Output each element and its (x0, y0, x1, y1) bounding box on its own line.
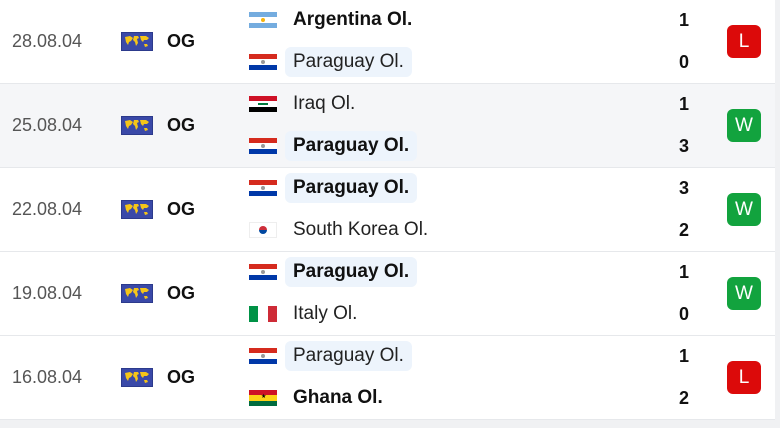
team-name: Paraguay Ol. (285, 341, 412, 371)
match-row[interactable]: 22.08.04 OG Paraguay Ol. South Korea Ol.… (0, 168, 775, 252)
paraguay-flag-icon (249, 264, 277, 280)
away-score: 2 (678, 388, 689, 408)
team-name: Argentina Ol. (293, 9, 413, 30)
away-score: 0 (678, 304, 689, 324)
match-date: 25.08.04 (12, 115, 83, 135)
team-name: Paraguay Ol. (285, 131, 418, 161)
competition-name: OG (167, 283, 196, 303)
team-home[interactable]: Argentina Ol. (249, 4, 420, 36)
team-away[interactable]: South Korea Ol. (249, 214, 436, 246)
italy-flag-icon (249, 306, 277, 322)
competition-name: OG (167, 199, 196, 219)
team-name: Italy Ol. (293, 303, 358, 324)
argentina-flag-icon (249, 12, 277, 28)
home-score: 1 (678, 262, 689, 282)
competition-name: OG (167, 31, 196, 51)
team-home[interactable]: Paraguay Ol. (249, 172, 418, 204)
world-map-icon (121, 200, 153, 219)
team-name: South Korea Ol. (293, 219, 429, 240)
match-row[interactable]: 25.08.04 OG Iraq Ol. Paraguay Ol. 1 3 W (0, 84, 775, 168)
team-away[interactable]: Paraguay Ol. (249, 46, 412, 78)
team-home[interactable]: Paraguay Ol. (249, 256, 418, 288)
result-badge: W (727, 109, 761, 142)
match-date: 19.08.04 (12, 283, 83, 303)
match-date: 28.08.04 (12, 31, 83, 51)
team-away[interactable]: Paraguay Ol. (249, 130, 418, 162)
paraguay-flag-icon (249, 138, 277, 154)
team-name: Paraguay Ol. (285, 257, 418, 287)
result-badge: W (727, 277, 761, 310)
match-list: 28.08.04 OG Argentina Ol. Paraguay Ol. 1… (0, 0, 775, 420)
match-row[interactable]: 28.08.04 OG Argentina Ol. Paraguay Ol. 1… (0, 0, 775, 84)
world-map-icon (121, 368, 153, 387)
paraguay-flag-icon (249, 348, 277, 364)
competition-name: OG (167, 115, 196, 135)
away-score: 0 (678, 52, 689, 72)
team-away[interactable]: ★ Ghana Ol. (249, 382, 391, 414)
team-name: Paraguay Ol. (285, 47, 412, 77)
world-map-icon (121, 116, 153, 135)
competition-name: OG (167, 367, 196, 387)
result-badge: W (727, 193, 761, 226)
team-away[interactable]: Italy Ol. (249, 298, 365, 330)
paraguay-flag-icon (249, 54, 277, 70)
result-badge: L (727, 361, 761, 394)
away-score: 2 (678, 220, 689, 240)
team-name: Paraguay Ol. (285, 173, 418, 203)
world-map-icon (121, 32, 153, 51)
away-score: 3 (678, 136, 689, 156)
result-badge: L (727, 25, 761, 58)
south-korea-flag-icon (249, 222, 277, 238)
home-score: 1 (678, 10, 689, 30)
home-score: 3 (678, 178, 689, 198)
world-map-icon (121, 284, 153, 303)
paraguay-flag-icon (249, 180, 277, 196)
match-date: 16.08.04 (12, 367, 83, 387)
iraq-flag-icon (249, 96, 277, 112)
team-name: Iraq Ol. (293, 93, 356, 114)
home-score: 1 (678, 94, 689, 114)
ghana-flag-icon: ★ (249, 390, 277, 406)
match-date: 22.08.04 (12, 199, 83, 219)
match-row[interactable]: 16.08.04 OG Paraguay Ol. ★ Ghana Ol. 1 2… (0, 336, 775, 420)
home-score: 1 (678, 346, 689, 366)
match-row[interactable]: 19.08.04 OG Paraguay Ol. Italy Ol. 1 0 W (0, 252, 775, 336)
team-home[interactable]: Iraq Ol. (249, 88, 363, 120)
team-home[interactable]: Paraguay Ol. (249, 340, 412, 372)
team-name: Ghana Ol. (293, 387, 383, 408)
